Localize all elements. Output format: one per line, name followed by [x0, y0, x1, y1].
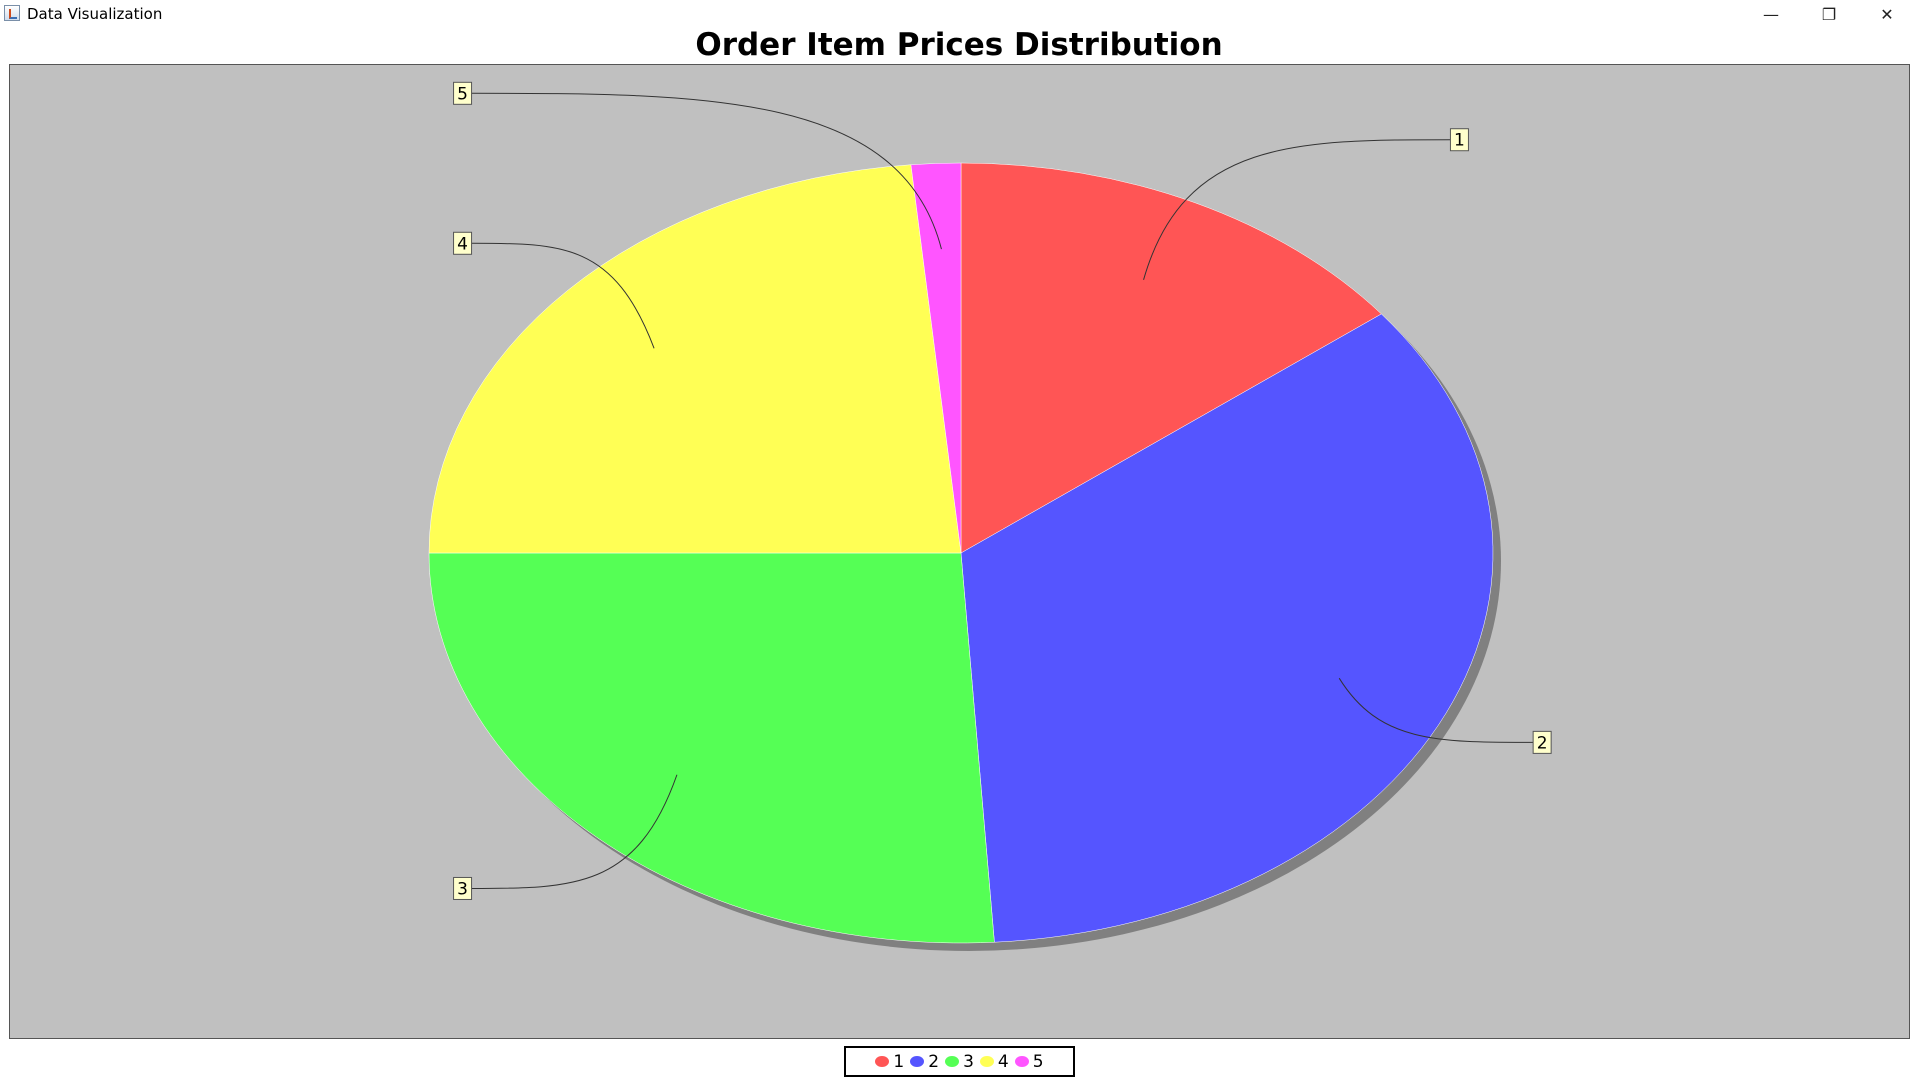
legend-swatch-4: [979, 1056, 994, 1067]
pie-slice-5: [910, 162, 962, 554]
pie-slice-2: [960, 313, 1494, 943]
slice-label-box-1: [1449, 128, 1469, 152]
window-titlebar: Data Visualization — ❐ ✕: [0, 0, 1918, 29]
slice-label-4: 4: [457, 234, 468, 254]
leader-line-2: [1338, 677, 1534, 743]
legend-label-1: 1: [893, 1051, 905, 1072]
legend-item-2: 2: [910, 1052, 939, 1072]
minimize-button[interactable]: —: [1763, 5, 1779, 24]
legend-label-2: 2: [928, 1051, 940, 1072]
leader-line-3: [471, 774, 678, 889]
legend-swatch-3: [945, 1056, 960, 1067]
slice-label-box-4: [453, 231, 473, 255]
legend-item-3: 3: [945, 1052, 974, 1072]
legend-label-4: 4: [997, 1051, 1009, 1072]
legend-item-1: 1: [875, 1052, 904, 1072]
slice-label-5: 5: [457, 84, 468, 104]
window-title: Data Visualization: [27, 5, 163, 23]
slice-label-box-3: [453, 876, 473, 900]
leader-line-4: [471, 242, 655, 349]
legend-swatch-2: [910, 1056, 925, 1067]
pie-slice-1: [960, 162, 1382, 554]
legend-item-5: 5: [1014, 1051, 1044, 1072]
slice-label-3: 3: [457, 879, 468, 899]
legend-swatch-5: [1014, 1056, 1029, 1067]
slice-label-box-5: [453, 81, 473, 105]
leader-line-1: [1143, 139, 1451, 280]
plot-area: 1 2 3 4 5: [9, 64, 1910, 1039]
pie-chart: 1 2 3 4 5: [428, 81, 1552, 951]
slice-label-1: 1: [1454, 131, 1465, 151]
pie-slice-4: [428, 164, 962, 554]
legend-label-5: 5: [1032, 1051, 1044, 1072]
java-app-icon: [4, 5, 20, 21]
legend-item-4: 4: [979, 1051, 1009, 1072]
restore-button[interactable]: ❐: [1821, 5, 1837, 24]
legend-label-3: 3: [963, 1051, 974, 1072]
legend-swatch-1: [875, 1056, 890, 1067]
slice-label-box-2: [1532, 730, 1552, 754]
leader-line-5: [471, 92, 942, 250]
chart-title: Order Item Prices Distribution: [695, 27, 1223, 63]
close-button[interactable]: ✕: [1880, 5, 1894, 24]
slice-label-2: 2: [1537, 733, 1548, 753]
pie-slice-3: [428, 552, 995, 944]
chart-legend: 1 2 3 4 5: [844, 1046, 1075, 1077]
